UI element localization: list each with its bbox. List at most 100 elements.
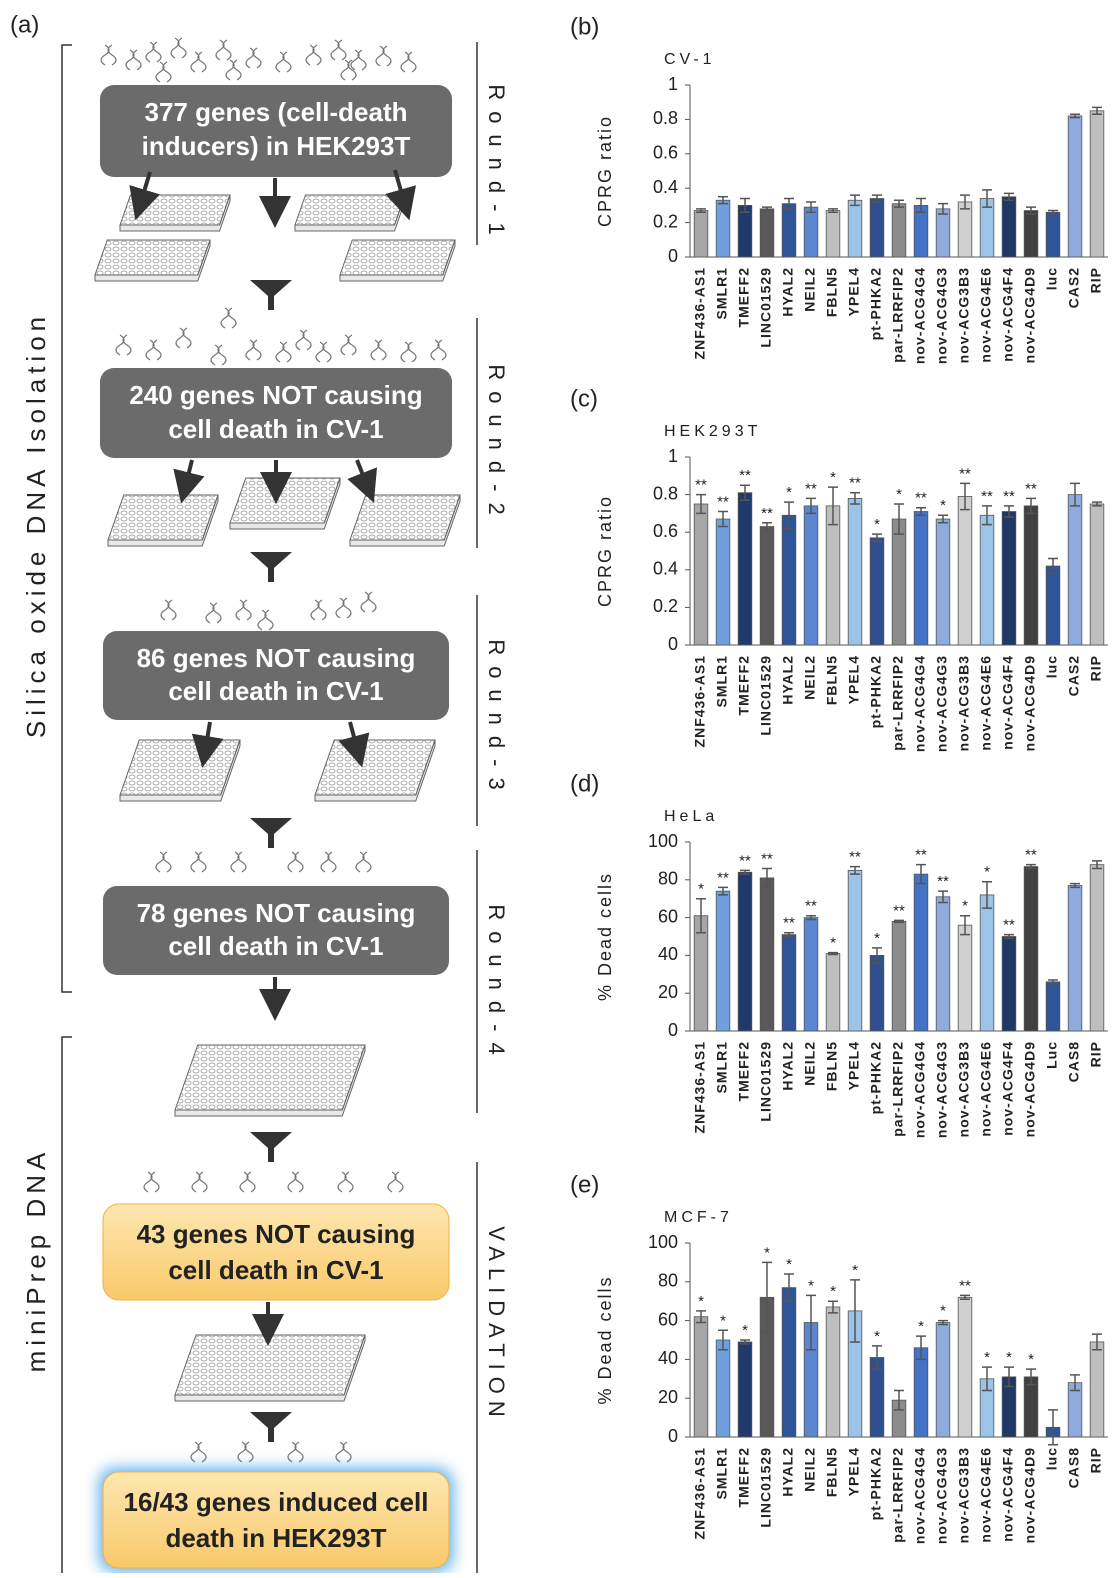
step-text: cell death in CV-1 bbox=[168, 1255, 383, 1285]
x-tick-label: CAS8 bbox=[1066, 1041, 1082, 1082]
x-tick-label: SMLR1 bbox=[714, 1447, 730, 1499]
dna-icon bbox=[351, 50, 366, 70]
significance: * bbox=[874, 1328, 880, 1345]
y-tick-label: 0 bbox=[668, 1020, 678, 1040]
x-tick-label: YPEL4 bbox=[846, 1447, 862, 1496]
significance: ** bbox=[1003, 488, 1015, 505]
bar bbox=[738, 872, 752, 1031]
bar bbox=[760, 878, 774, 1031]
x-tick-label: TMEFF2 bbox=[736, 1041, 752, 1101]
dna-icon bbox=[336, 598, 351, 618]
step-text: cell death in CV-1 bbox=[168, 676, 383, 706]
funnel bbox=[250, 280, 292, 310]
dna-icon bbox=[161, 600, 176, 620]
significance: * bbox=[984, 1349, 990, 1366]
y-tick-label: 20 bbox=[658, 982, 678, 1002]
panel-label: (e) bbox=[570, 1171, 599, 1198]
bar bbox=[936, 209, 950, 257]
x-tick-label: pt-PHKA2 bbox=[868, 1041, 884, 1114]
x-tick-label: luc bbox=[1044, 655, 1060, 678]
x-tick-label: nov-ACG4D9 bbox=[1022, 267, 1038, 363]
x-tick-label: LINC01529 bbox=[758, 1447, 774, 1528]
x-tick-label: NEIL2 bbox=[802, 267, 818, 312]
x-tick-label: nov-ACG4F4 bbox=[1000, 267, 1016, 362]
x-tick-label: ZNF436-AS1 bbox=[692, 267, 708, 359]
step-text: cell death in CV-1 bbox=[168, 414, 383, 444]
bar bbox=[694, 211, 708, 257]
y-axis-label: CPRG ratio bbox=[595, 495, 615, 607]
bar bbox=[1046, 566, 1060, 645]
round-label: Round-3 bbox=[484, 639, 509, 800]
y-tick-label: 0 bbox=[668, 634, 678, 654]
step-text: 377 genes (cell-death bbox=[145, 97, 408, 127]
significance: ** bbox=[981, 488, 993, 505]
bar bbox=[1024, 867, 1038, 1031]
chart-title: CV-1 bbox=[664, 51, 716, 68]
y-tick-label: 0.2 bbox=[653, 211, 678, 231]
plate bbox=[295, 195, 405, 225]
round-label: Round-4 bbox=[484, 904, 509, 1065]
x-tick-label: TMEFF2 bbox=[736, 267, 752, 327]
significance: * bbox=[1006, 1349, 1012, 1366]
y-tick-label: 40 bbox=[658, 944, 678, 964]
dna-icon bbox=[221, 308, 236, 328]
chart: (d)HeLa% Dead cells020406080100*ZNF436-A… bbox=[570, 770, 1108, 1138]
bar bbox=[826, 211, 840, 257]
x-tick-label: nov-ACG4D9 bbox=[1022, 655, 1038, 751]
bar bbox=[870, 538, 884, 645]
plate bbox=[230, 478, 340, 523]
significance: ** bbox=[1025, 480, 1037, 497]
bar bbox=[1090, 504, 1104, 645]
significance: * bbox=[874, 516, 880, 533]
x-tick-label: nov-ACG4G3 bbox=[934, 267, 950, 364]
y-axis-label: CPRG ratio bbox=[595, 115, 615, 227]
x-tick-label: HYAL2 bbox=[780, 1041, 796, 1091]
bar bbox=[848, 200, 862, 257]
dna-icon bbox=[341, 60, 356, 80]
y-tick-label: 0.4 bbox=[653, 177, 678, 197]
bar bbox=[716, 519, 730, 645]
panel-label: (c) bbox=[570, 385, 598, 412]
bar bbox=[804, 918, 818, 1031]
y-tick-label: 0.6 bbox=[653, 143, 678, 163]
bar bbox=[870, 955, 884, 1031]
plate bbox=[340, 240, 455, 275]
y-tick-label: 40 bbox=[658, 1348, 678, 1368]
bar bbox=[716, 200, 730, 257]
y-tick-label: 100 bbox=[648, 1232, 678, 1252]
significance: ** bbox=[849, 849, 861, 866]
funnel bbox=[250, 818, 292, 848]
bracket bbox=[62, 1037, 72, 1573]
bar bbox=[1024, 211, 1038, 257]
significance: * bbox=[786, 1256, 792, 1273]
bar bbox=[892, 519, 906, 645]
dna-icon bbox=[371, 340, 386, 360]
bar bbox=[958, 1297, 972, 1437]
significance: * bbox=[830, 469, 836, 486]
dna-icon bbox=[341, 335, 356, 355]
bar bbox=[892, 204, 906, 257]
x-tick-label: HYAL2 bbox=[780, 1447, 796, 1497]
dna-icon bbox=[276, 52, 291, 72]
plate bbox=[120, 740, 240, 795]
dna-icon bbox=[146, 340, 161, 360]
bar bbox=[716, 891, 730, 1031]
dna-icon bbox=[401, 52, 416, 72]
dna-icon bbox=[401, 342, 416, 362]
significance: * bbox=[698, 1293, 704, 1310]
bar bbox=[892, 921, 906, 1031]
bar bbox=[694, 1317, 708, 1437]
chart: (e)MCF-7% Dead cells020406080100*ZNF436-… bbox=[570, 1171, 1108, 1544]
bar bbox=[936, 519, 950, 645]
dna-icon bbox=[288, 852, 303, 872]
x-tick-label: nov-ACG4E6 bbox=[978, 1447, 994, 1543]
step-text: 16/43 genes induced cell bbox=[124, 1487, 429, 1517]
dna-icon bbox=[296, 330, 311, 350]
x-tick-label: ZNF436-AS1 bbox=[692, 655, 708, 747]
significance: ** bbox=[959, 465, 971, 482]
x-tick-label: SMLR1 bbox=[714, 1041, 730, 1093]
significance: ** bbox=[915, 490, 927, 507]
bar bbox=[738, 1342, 752, 1437]
round-label: VALIDATION bbox=[484, 1226, 509, 1424]
dna-icon bbox=[361, 592, 376, 612]
